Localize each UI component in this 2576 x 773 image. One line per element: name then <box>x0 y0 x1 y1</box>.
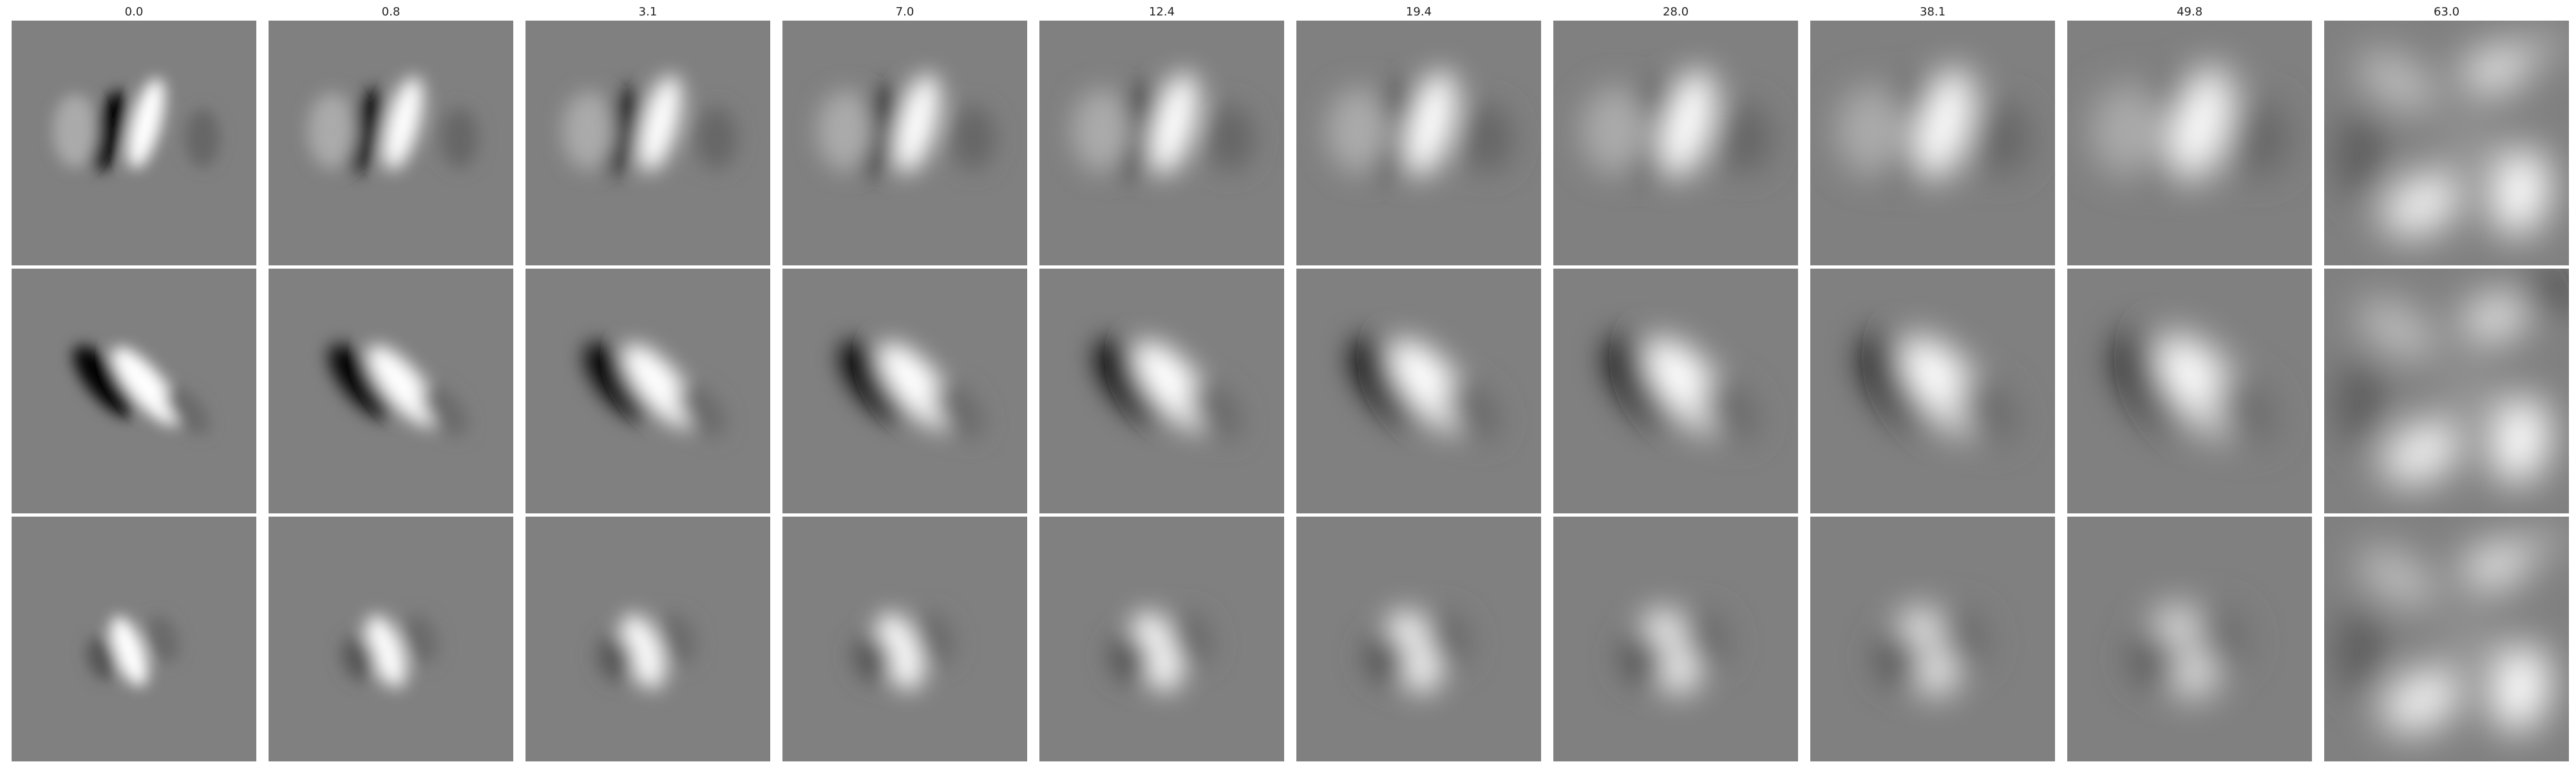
filter-image-r2-c9 <box>2324 517 2569 761</box>
column-title-0: 0.0 <box>124 5 144 19</box>
filter-image-r1-c9 <box>2324 269 2569 513</box>
filter-image-r2-c8 <box>2067 517 2312 761</box>
filter-image-r1-c4 <box>1039 269 1284 513</box>
column-title-7: 38.1 <box>1919 5 1946 19</box>
filter-image-r1-c6 <box>1553 269 1798 513</box>
column-title-2: 3.1 <box>638 5 658 19</box>
filter-image-r1-c8 <box>2067 269 2312 513</box>
filter-image-r0-c9 <box>2324 21 2569 265</box>
filter-image-r1-c5 <box>1296 269 1541 513</box>
filter-image-r1-c2 <box>526 269 770 513</box>
column-title-1: 0.8 <box>381 5 401 19</box>
filter-image-r0-c7 <box>1810 21 2055 265</box>
filter-image-r2-c0 <box>12 517 256 761</box>
filter-image-r0-c0 <box>12 21 256 265</box>
column-title-6: 28.0 <box>1662 5 1689 19</box>
filter-image-r0-c3 <box>782 21 1027 265</box>
filter-image-r2-c4 <box>1039 517 1284 761</box>
column-title-4: 12.4 <box>1148 5 1175 19</box>
filter-image-r1-c0 <box>12 269 256 513</box>
filter-image-r0-c5 <box>1296 21 1541 265</box>
filter-image-r2-c1 <box>269 517 513 761</box>
filter-image-r0-c8 <box>2067 21 2312 265</box>
filter-image-r0-c1 <box>269 21 513 265</box>
filter-image-r0-c4 <box>1039 21 1284 265</box>
column-title-3: 7.0 <box>895 5 914 19</box>
filter-image-r0-c2 <box>526 21 770 265</box>
filter-image-r1-c3 <box>782 269 1027 513</box>
filter-image-r2-c2 <box>526 517 770 761</box>
filter-image-r2-c7 <box>1810 517 2055 761</box>
filter-image-r2-c3 <box>782 517 1027 761</box>
filter-image-r1-c1 <box>269 269 513 513</box>
filter-image-r1-c7 <box>1810 269 2055 513</box>
filter-image-r2-c6 <box>1553 517 1798 761</box>
filter-image-r0-c6 <box>1553 21 1798 265</box>
column-title-8: 49.8 <box>2176 5 2203 19</box>
column-title-9: 63.0 <box>2433 5 2460 19</box>
column-title-5: 19.4 <box>1405 5 1432 19</box>
filter-image-r2-c5 <box>1296 517 1541 761</box>
